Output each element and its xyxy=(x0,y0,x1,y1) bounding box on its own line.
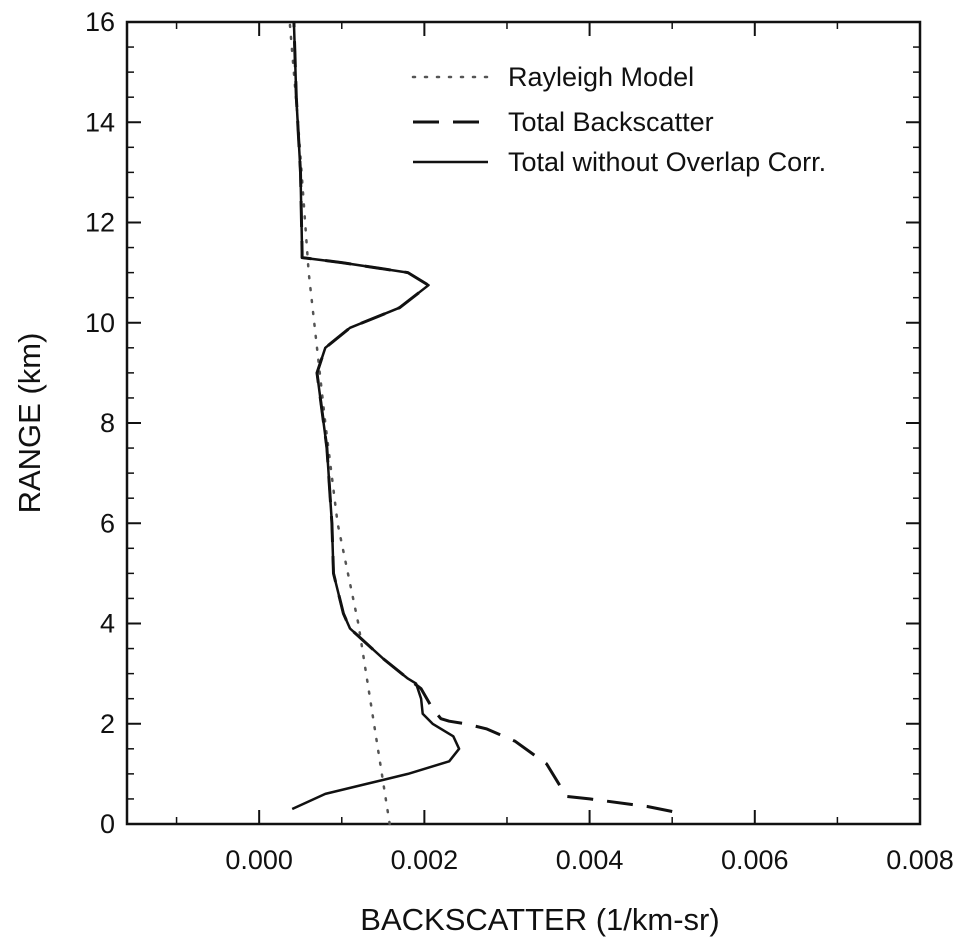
y-tick-label: 14 xyxy=(85,107,115,137)
y-tick-label: 10 xyxy=(85,308,115,338)
series-line-total-backscatter xyxy=(292,21,673,813)
x-tick-label: 0.000 xyxy=(225,845,293,875)
x-tick-label: 0.004 xyxy=(556,845,624,875)
legend-label-rayleigh-model: Rayleigh Model xyxy=(508,62,694,92)
tick-labels: 0 2 4 6 8 10 12 14 16 0.000 0.002 0.004 0.006 0.008 xyxy=(85,7,954,875)
series-layer xyxy=(288,20,673,826)
y-tick-label: 8 xyxy=(100,408,115,438)
legend-label-total-backscatter: Total Backscatter xyxy=(508,107,714,137)
legend-label-total-without-overlap: Total without Overlap Corr. xyxy=(508,147,826,177)
series-line-total-without-overlap-corr xyxy=(291,21,461,811)
y-tick-label: 2 xyxy=(100,709,115,739)
y-tick-label: 4 xyxy=(100,609,115,639)
x-tick-label: 0.002 xyxy=(391,845,459,875)
y-tick-label: 0 xyxy=(100,809,115,839)
legend: Rayleigh Model Total Backscatter Total w… xyxy=(411,62,826,177)
y-tick-label: 12 xyxy=(85,208,115,238)
plot-frame xyxy=(125,20,922,826)
x-axis-title: BACKSCATTER (1/km-sr) xyxy=(360,902,719,937)
y-axis-title: RANGE (km) xyxy=(12,333,47,514)
y-tick-label: 6 xyxy=(100,508,115,538)
ticks xyxy=(127,21,921,825)
x-tick-label: 0.008 xyxy=(886,845,954,875)
series-line-rayleigh-model xyxy=(288,20,391,826)
x-tick-label: 0.006 xyxy=(721,845,789,875)
y-tick-label: 16 xyxy=(85,7,115,37)
